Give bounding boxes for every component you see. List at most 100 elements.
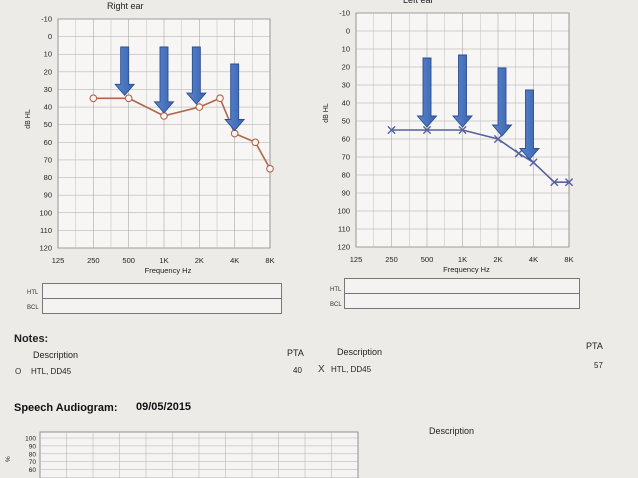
htl-box-left [344,278,580,294]
data-point-x-stroke [422,125,432,135]
bcl-box-right [42,298,282,314]
annotation-arrow [519,89,540,161]
y-tick-label: 30 [342,81,350,90]
x-tick-label: 8K [265,256,274,265]
speech-y-tick-label: 60 [29,467,37,474]
y-tick-label: 70 [342,153,350,162]
y-tick-label: 60 [342,135,350,144]
chart-title: Left ear [403,0,434,5]
y-axis-label: dB HL [323,103,330,123]
data-point-x-stroke [529,158,538,167]
y-tick-label: 10 [342,45,350,54]
notes-pta-header-left: PTA [586,341,603,351]
right-ear-symbol-o: O [15,367,22,376]
annotation-arrow [153,46,175,114]
annotation-arrow [416,57,438,128]
y-tick-label: 120 [39,244,52,253]
y-tick-label: 40 [44,103,52,112]
notes-pta-header-right: PTA [287,348,304,358]
speech-description-header: Description [429,426,475,436]
y-tick-label: 20 [44,67,52,76]
x-tick-label: 2K [493,255,502,264]
y-tick-label: 80 [44,173,52,182]
data-point-circle [195,103,204,111]
x-tick-label: 125 [350,255,363,264]
data-point-circle [251,138,260,147]
data-point-x-stroke [458,125,467,135]
left-ear-description: HTL, DD45 [331,365,372,374]
speech-y-tick-label: 70 [29,459,37,466]
right-ear-pta: 40 [293,366,302,375]
y-tick-label: -10 [41,15,52,24]
htl-box-right [42,283,282,299]
y-tick-label: 30 [44,85,52,94]
data-point-circle [230,129,239,138]
data-point-circle [216,94,224,103]
y-tick-label: 120 [337,243,350,252]
speech-audiogram-title: Speech Audiogram: [14,402,118,414]
data-point-circle [160,112,168,120]
bcl-box-left [344,293,580,309]
annotation-arrow [114,46,136,96]
left-ear-symbol-x: X [318,364,325,375]
y-tick-label: 0 [346,27,350,36]
y-tick-label: 70 [44,155,52,164]
htl-label-left: HTL [330,287,342,293]
left-ear-pta: 57 [594,361,603,370]
y-tick-label: 10 [44,50,52,59]
annotation-arrow [185,46,207,105]
x-tick-label: 8K [564,255,573,264]
speech-y-axis-label: % [5,456,12,462]
notes-description-header-left: Description [337,347,383,357]
data-point-x [529,158,538,167]
data-point-x-stroke [514,149,523,158]
y-tick-label: 100 [337,207,350,216]
x-tick-label: 125 [52,256,65,265]
y-axis-label: dB HL [25,109,32,129]
x-tick-label: 1K [159,256,168,265]
x-tick-label: 250 [385,255,398,264]
y-tick-label: -10 [339,9,350,18]
y-tick-label: 100 [39,208,52,217]
annotation-arrow [224,63,246,132]
bcl-label-left: BCL [330,302,342,308]
x-tick-label: 4K [529,255,538,264]
speech-audiogram-date: 09/05/2015 [136,401,192,413]
data-point-circle [124,94,133,103]
data-point-x-stroke [564,178,574,187]
htl-label-right: HTL [27,290,39,296]
data-point-circle [89,94,98,103]
notes-description-header-right: Description [33,350,79,360]
x-axis-label: Frequency Hz [443,265,490,274]
y-tick-label: 50 [44,120,52,129]
data-point-circle [266,164,274,173]
right-ear-description: HTL, DD45 [31,367,72,376]
annotation-arrow [452,54,473,128]
y-tick-label: 0 [48,32,52,41]
data-point-x [514,149,523,158]
data-point-x [387,125,396,135]
speech-y-tick-label: 80 [29,451,37,458]
x-tick-label: 1K [458,255,467,264]
annotation-arrow [491,67,513,137]
x-tick-label: 500 [421,255,434,264]
x-tick-label: 2K [195,256,204,265]
y-tick-label: 110 [40,226,52,235]
y-tick-label: 40 [342,99,350,108]
speech-y-tick-label: 100 [25,436,36,443]
data-point-x [550,178,559,187]
y-tick-label: 90 [44,191,52,200]
data-point-x [458,125,467,135]
y-tick-label: 110 [338,225,350,234]
y-tick-label: 80 [342,171,350,180]
bcl-label-right: BCL [27,305,39,311]
x-tick-label: 500 [122,256,135,265]
y-tick-label: 50 [342,117,350,126]
data-point-x [564,178,574,187]
chart-title: Right ear [107,1,144,11]
data-point-x-stroke [387,125,396,135]
data-point-x [422,125,432,135]
